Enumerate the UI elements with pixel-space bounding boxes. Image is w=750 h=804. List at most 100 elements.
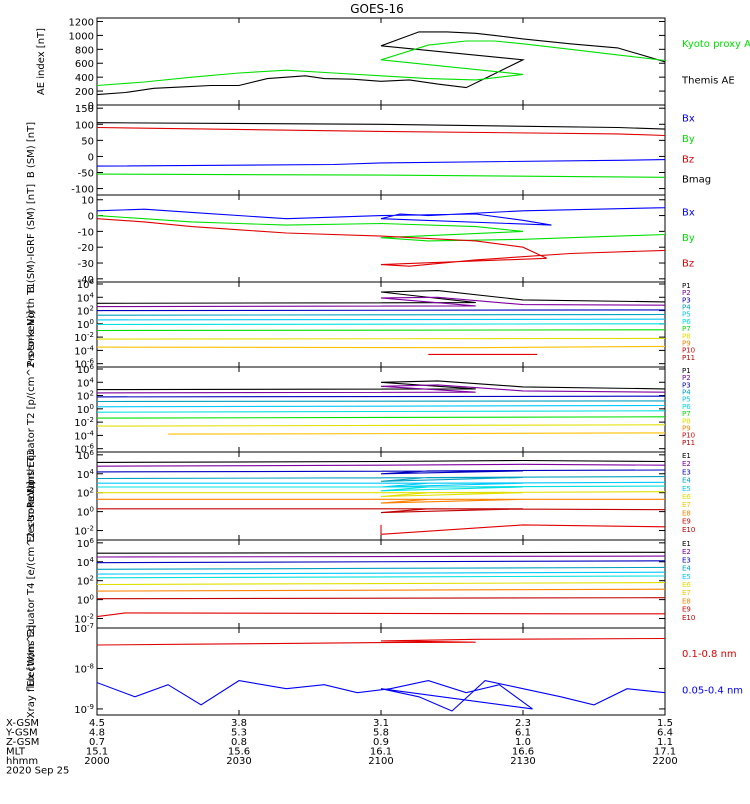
series-bx — [97, 159, 665, 167]
series-p4 — [97, 400, 665, 403]
footer-value: 1.5 — [657, 718, 673, 729]
panel-frame — [96, 104, 666, 196]
footer-value: 4.5 — [89, 718, 105, 729]
series-p8 — [97, 424, 665, 427]
series-p6 — [97, 410, 665, 413]
series-e4 — [97, 566, 665, 570]
y-axis-label: B (SM) [nT] — [26, 122, 37, 178]
series-e10 — [380, 524, 665, 535]
series-p3 — [97, 309, 665, 312]
y-tick-label: 104 — [77, 468, 95, 481]
legend-entry: E3 — [682, 556, 691, 564]
y-tick-label: 100 — [77, 403, 94, 416]
y-tick-label: 10-4 — [74, 429, 94, 442]
y-tick-label: 106 — [77, 278, 95, 291]
series-bmag — [97, 122, 665, 130]
footer-value: 16.1 — [370, 747, 392, 758]
legend-entry: E9 — [682, 606, 691, 614]
y-tick-label: 1000 — [69, 31, 94, 42]
y-tick-label: 102 — [77, 305, 94, 318]
y-axis-label: Protons North T1 — [26, 282, 37, 366]
legend-entry: E5 — [682, 573, 691, 581]
y-tick-label: 50 — [81, 136, 94, 147]
legend-entry: Bx — [682, 113, 695, 124]
legend-entry: Bmag — [682, 175, 711, 186]
footer-value: 2030 — [226, 756, 251, 767]
y-tick-label: 106 — [77, 537, 95, 550]
footer-value: 2100 — [368, 756, 393, 767]
legend-entry: P3 — [682, 296, 691, 304]
legend-entry: 0.05-0.4 nm — [682, 685, 743, 696]
footer-value: 4.8 — [89, 728, 105, 739]
series-p5 — [97, 404, 665, 408]
panel-1: 1200 1000 800 600 400 200 0 AE index [nT] Kyoto … — [36, 17, 750, 112]
legend-entry: P7 — [682, 325, 691, 333]
legend-entry: P2 — [682, 374, 691, 382]
footer-value: 0.8 — [231, 737, 247, 748]
series-e5 — [97, 571, 665, 575]
y-tick-label: 106 — [77, 363, 95, 376]
legend-entry: E2 — [682, 460, 691, 468]
legend-entry: E6 — [682, 581, 691, 589]
legend-entry: 0.1-0.8 nm — [682, 649, 737, 660]
legend-entry: P4 — [682, 304, 691, 312]
series-0-05-0-4-nm — [97, 680, 665, 712]
y-tick-label: 10-2 — [74, 416, 94, 429]
legend-entry: E9 — [682, 518, 691, 526]
legend-entry: E6 — [682, 493, 691, 501]
footer-value: 6.4 — [657, 728, 673, 739]
footer-value: 3.8 — [231, 718, 247, 729]
legend-entry: P1 — [682, 282, 691, 290]
y-tick-label: 104 — [77, 556, 95, 569]
legend-entry: By — [682, 233, 695, 244]
legend-entry: P2 — [682, 289, 691, 297]
footer-value: 15.6 — [228, 747, 250, 758]
series-e3 — [97, 469, 665, 475]
series-p7 — [97, 416, 665, 419]
footer-row-label: hhmm — [6, 756, 38, 767]
series-e4 — [97, 476, 665, 482]
series-by — [97, 173, 665, 178]
legend-entry: P6 — [682, 403, 691, 411]
legend-entry: E2 — [682, 548, 691, 556]
legend-entry: E7 — [682, 501, 691, 509]
panel-frame — [96, 366, 666, 453]
y-tick-label: -40 — [78, 275, 94, 286]
series-e3 — [97, 560, 665, 564]
panel-2: 150 100 50 0 -50 -100 B (SM) [nT] Bx By Bz Bmag — [26, 104, 711, 195]
y-tick-label: 0 — [88, 212, 94, 223]
legend-entry: P8 — [682, 332, 691, 340]
y-tick-label: -30 — [78, 259, 94, 270]
y-tick-label: 1200 — [69, 17, 94, 28]
plot-title: GOES-16 — [350, 2, 404, 16]
series-e2 — [97, 463, 665, 467]
legend-entry: P9 — [682, 424, 691, 432]
panel-3: 10 0 -10 -20 -30 -40 B (SM)-IGRF (SM) [nT] Bx By… — [26, 184, 695, 293]
legend-entry: By — [682, 134, 695, 145]
legend-entry: E4 — [682, 477, 691, 485]
footer-value: 17.1 — [654, 747, 676, 758]
y-tick-label: 0 — [88, 152, 94, 163]
y-tick-label: -100 — [71, 185, 94, 196]
series-e8 — [97, 588, 665, 592]
y-tick-label: 10 — [81, 196, 94, 207]
y-axis-label: AE index [nT] — [36, 28, 47, 95]
panel-6: 106 104 102 100 10-2 Electrons North T3 E1E2E3… — [26, 449, 695, 543]
legend-entry: E4 — [682, 565, 691, 573]
y-tick-label: 600 — [75, 59, 94, 70]
legend-entry: Bz — [682, 259, 694, 270]
legend-entry: P5 — [682, 396, 691, 404]
series-e6 — [97, 575, 665, 579]
series-e8 — [97, 498, 665, 504]
y-tick-label: 102 — [77, 487, 94, 500]
legend-entry: Themis AE — [681, 75, 735, 86]
legend-entry: Kyoto proxy AE — [682, 39, 750, 50]
footer-row-label: Z-GSM — [6, 737, 39, 748]
legend-entry: P10 — [682, 432, 695, 440]
y-tick-label: 400 — [75, 73, 94, 84]
series-p9 — [167, 432, 665, 435]
ephemeris-footer: X-GSM 4.5 3.8 3.1 2.3 1.5 Y-GSM 4.8 5.3 5.8 6.1 6.4… — [5, 718, 678, 777]
footer-row-label: Y-GSM — [5, 728, 38, 739]
